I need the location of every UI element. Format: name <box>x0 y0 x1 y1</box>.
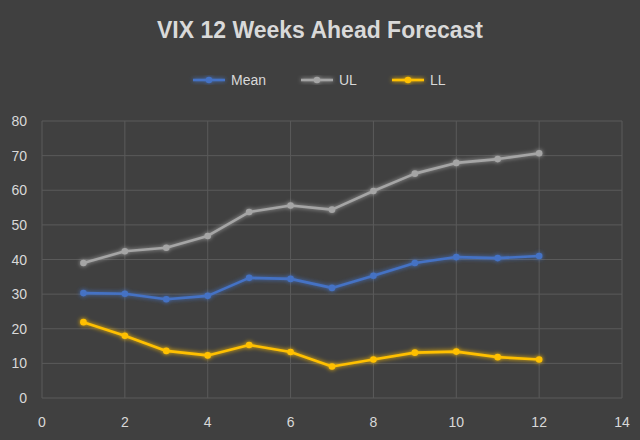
point <box>329 206 336 213</box>
point <box>287 276 294 283</box>
x-grid-line <box>124 121 125 398</box>
x-grid-line <box>42 121 43 398</box>
point <box>204 293 211 300</box>
grid <box>42 121 622 398</box>
point <box>536 356 543 363</box>
point <box>204 352 211 359</box>
y-grid-line <box>42 155 622 156</box>
y-grid-line <box>42 224 622 225</box>
point <box>494 354 501 361</box>
legend-label: LL <box>430 72 446 88</box>
x-tick-label: 2 <box>121 414 129 430</box>
series-2 <box>80 319 542 370</box>
legend-swatch <box>301 77 333 84</box>
point <box>122 290 129 297</box>
point <box>163 244 170 251</box>
x-tick-label: 6 <box>287 414 295 430</box>
y-grid-line <box>42 121 622 122</box>
point <box>453 348 460 355</box>
background <box>0 0 640 440</box>
point <box>287 349 294 356</box>
legend: Mean UL LL <box>193 72 446 88</box>
y-tick-label: 40 <box>11 252 27 268</box>
point <box>163 348 170 355</box>
point <box>246 342 253 349</box>
legend-label: UL <box>339 72 357 88</box>
legend-marker <box>405 77 412 84</box>
point <box>122 332 129 339</box>
point <box>246 209 253 216</box>
x-tick-label: 4 <box>204 414 212 430</box>
chart: 0 10 20 30 40 50 60 70 80 0 2 4 6 8 10 12 14 VIX 12 Weeks… <box>0 0 640 440</box>
point <box>329 285 336 292</box>
y-tick-label: 50 <box>11 217 27 233</box>
y-tick-label: 10 <box>11 355 27 371</box>
x-tick-label: 0 <box>38 414 46 430</box>
point <box>329 363 336 370</box>
plot-area <box>80 150 542 370</box>
series-0 <box>80 253 542 303</box>
point <box>370 356 377 363</box>
point <box>536 150 543 157</box>
legend-marker <box>206 77 213 84</box>
series-line <box>83 256 539 299</box>
y-tick-label: 60 <box>11 182 27 198</box>
legend-label: Mean <box>231 72 266 88</box>
point <box>412 260 419 267</box>
y-grid-line <box>42 398 622 399</box>
y-grid-line <box>42 328 622 329</box>
point <box>370 272 377 279</box>
y-grid-line <box>42 259 622 260</box>
point <box>163 296 170 303</box>
point <box>122 248 129 255</box>
point <box>453 254 460 261</box>
point <box>80 290 87 297</box>
point <box>80 319 87 326</box>
x-grid-line <box>622 121 623 398</box>
legend-swatch <box>193 77 225 84</box>
point <box>494 255 501 262</box>
y-tick-label: 0 <box>19 390 27 406</box>
title: VIX 12 Weeks Ahead Forecast <box>157 17 483 43</box>
y-tick-label: 80 <box>11 113 27 129</box>
point <box>536 253 543 260</box>
series-line <box>83 153 539 263</box>
y-tick-label: 70 <box>11 148 27 164</box>
y-tick-label: 30 <box>11 286 27 302</box>
y-grid-line <box>42 190 622 191</box>
x-tick-label: 8 <box>370 414 378 430</box>
point <box>287 202 294 209</box>
point <box>80 260 87 267</box>
point <box>494 156 501 163</box>
legend-marker <box>314 77 321 84</box>
x-tick-label: 12 <box>531 414 547 430</box>
point <box>453 160 460 167</box>
series-1 <box>80 150 542 266</box>
point <box>412 349 419 356</box>
x-grid-line <box>290 121 291 398</box>
point <box>412 170 419 177</box>
x-tick-label: 10 <box>448 414 464 430</box>
point <box>246 275 253 282</box>
series-line <box>83 322 539 366</box>
legend-swatch <box>392 77 424 84</box>
point <box>204 233 211 240</box>
y-tick-label: 20 <box>11 321 27 337</box>
point <box>370 188 377 195</box>
x-tick-label: 14 <box>614 414 630 430</box>
